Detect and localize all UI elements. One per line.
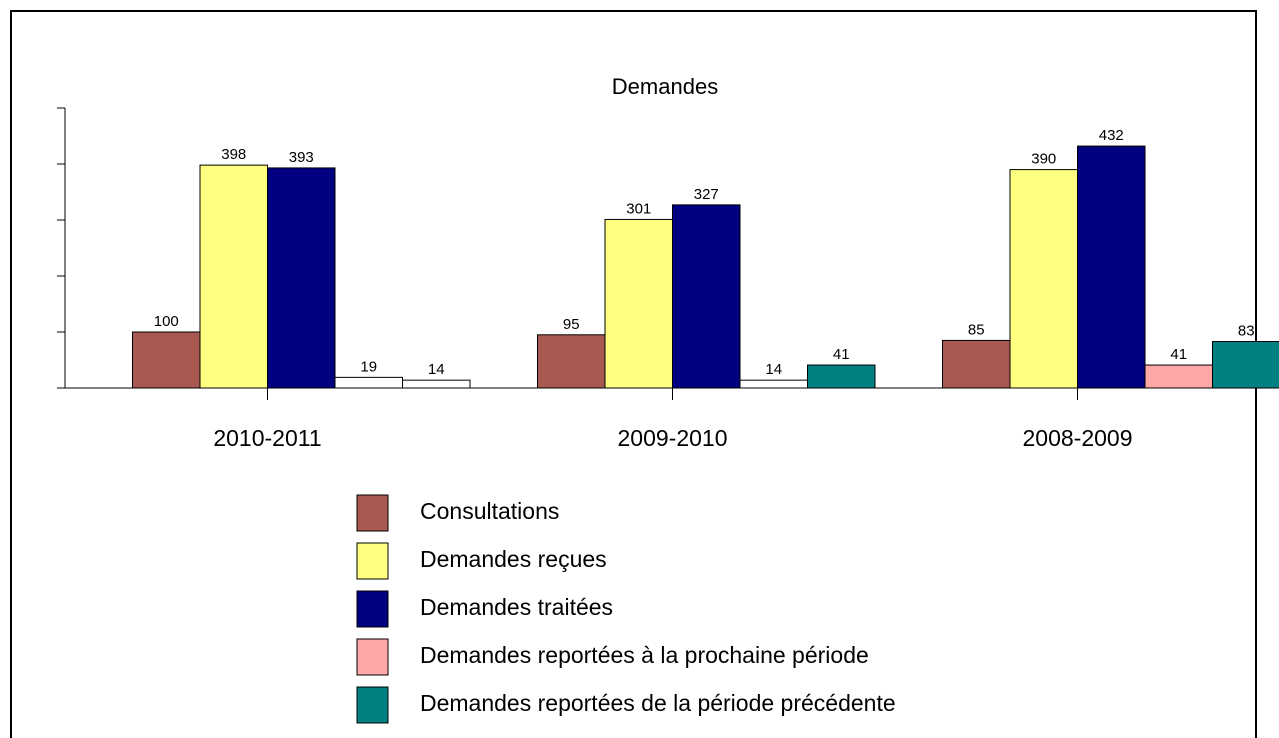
value-label: 41 — [1170, 346, 1187, 363]
value-label: 100 — [154, 313, 179, 330]
legend-swatch — [356, 542, 389, 580]
legend-swatch — [356, 638, 389, 676]
value-label: 85 — [968, 321, 985, 338]
bar — [1144, 364, 1213, 389]
legend-label: Consultations — [420, 498, 559, 524]
bar — [739, 379, 808, 389]
legend-label: Demandes reçues — [420, 546, 607, 572]
bar — [672, 204, 741, 389]
legend-label: Demandes traitées — [420, 594, 613, 620]
legend-swatch — [356, 590, 389, 628]
bar — [132, 331, 201, 389]
x-tick-label: 2010-2011 — [213, 425, 321, 451]
value-label: 14 — [765, 361, 782, 378]
bar — [199, 164, 268, 389]
value-label: 327 — [694, 186, 719, 203]
bar — [942, 339, 1011, 389]
value-label: 301 — [626, 200, 651, 217]
x-tick-label: 2009-2010 — [618, 425, 728, 451]
legend-swatch — [356, 494, 389, 532]
legend-label: Demandes reportées de la période précéde… — [420, 690, 896, 716]
value-label: 41 — [833, 346, 850, 363]
value-label: 14 — [428, 361, 445, 378]
value-label: 432 — [1099, 127, 1124, 144]
bar — [1009, 169, 1078, 389]
bar — [537, 334, 606, 389]
bar — [1212, 341, 1279, 389]
bar — [334, 376, 403, 389]
value-label: 390 — [1031, 151, 1056, 168]
legend-swatch — [356, 686, 389, 724]
value-label: 83 — [1238, 322, 1255, 339]
value-label: 19 — [360, 358, 377, 375]
x-tick-label: 2008-2009 — [1023, 425, 1133, 451]
bar — [604, 218, 673, 389]
value-label: 398 — [221, 146, 246, 163]
bar — [807, 364, 876, 389]
value-label: 393 — [289, 149, 314, 166]
bar — [267, 167, 336, 389]
value-label: 95 — [563, 316, 580, 333]
legend-label: Demandes reportées à la prochaine périod… — [420, 642, 869, 668]
bar — [402, 379, 471, 389]
bar — [1077, 145, 1146, 389]
chart-title: Demandes — [612, 74, 718, 99]
